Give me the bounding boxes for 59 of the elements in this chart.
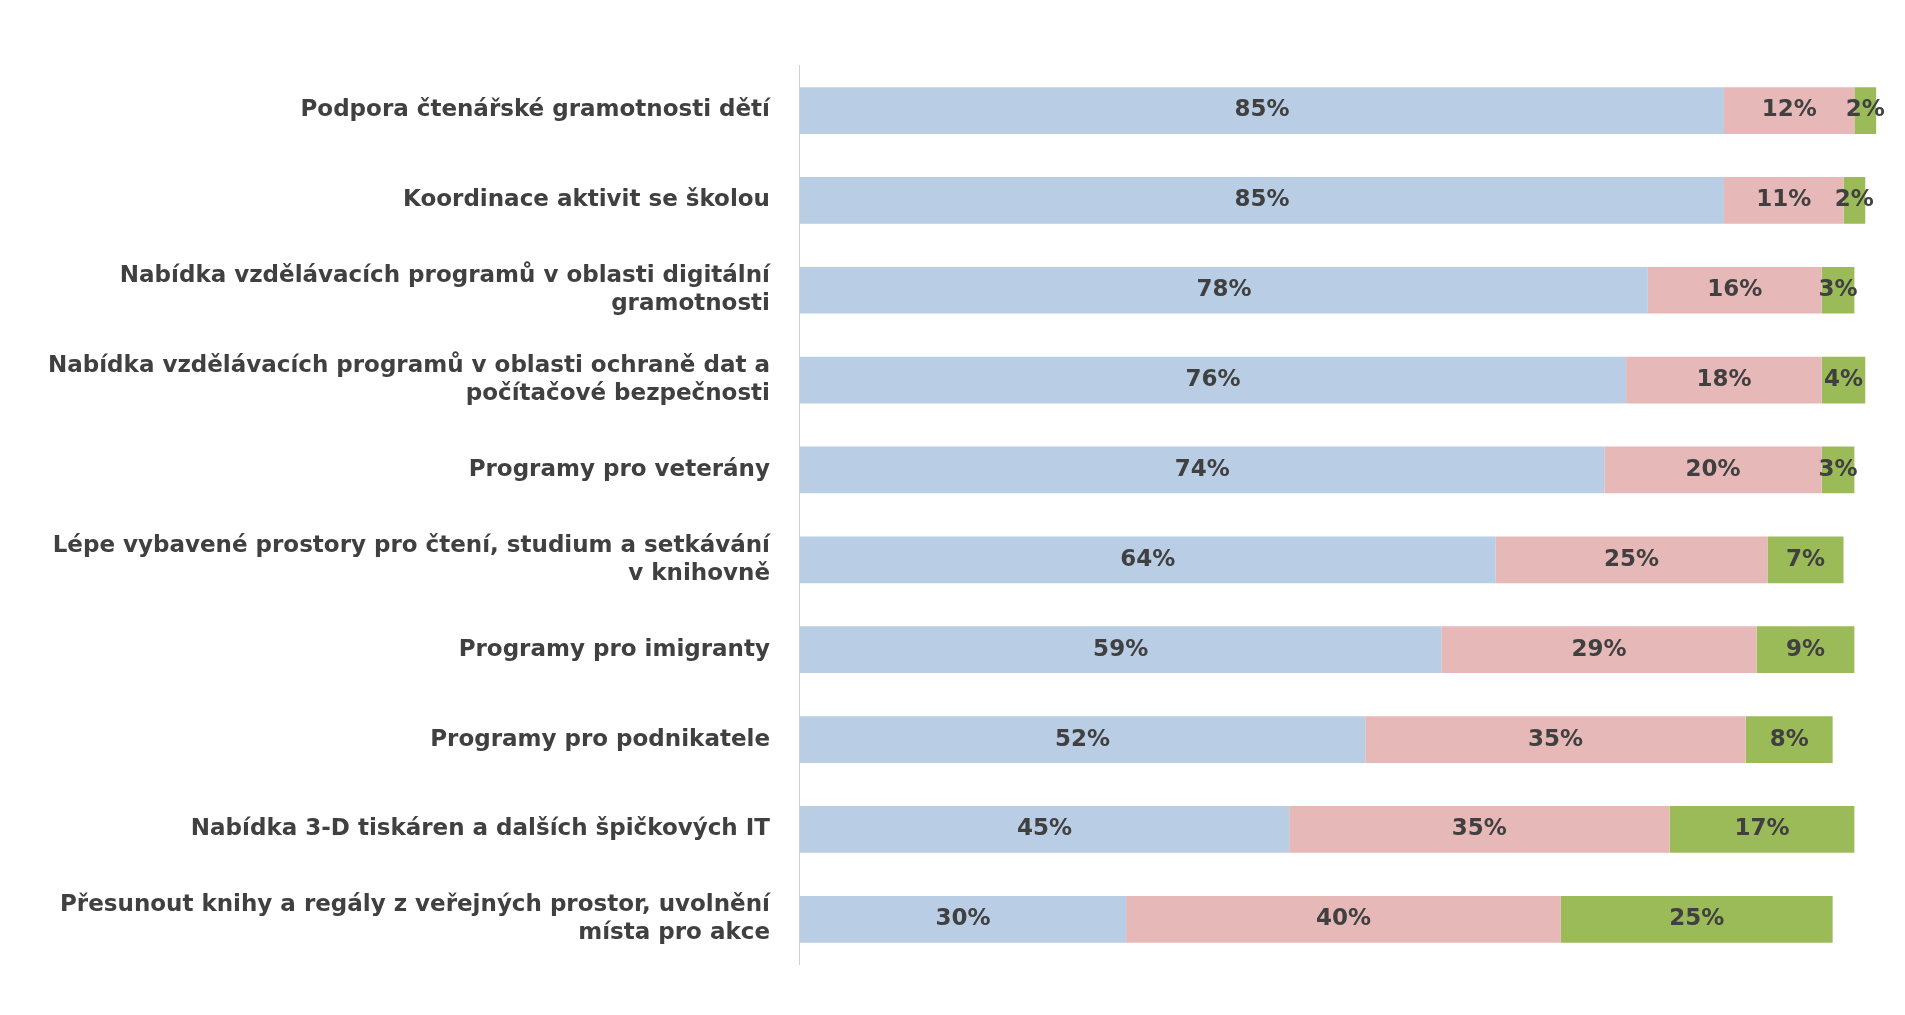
bar bbox=[1626, 356, 1822, 404]
bar bbox=[799, 177, 1724, 224]
y-tick-label: Koordinace aktivit se školou bbox=[403, 185, 770, 212]
y-tick-label: Přesunout knihy a regály z veřejných prostor, uvolnění místa pro akce bbox=[60, 890, 772, 945]
bar bbox=[799, 626, 1442, 674]
data-label: 85% bbox=[1234, 185, 1290, 212]
data-label: 29% bbox=[1571, 634, 1627, 661]
y-tick-label: Programy pro podnikatele bbox=[430, 724, 770, 751]
bar bbox=[1441, 626, 1757, 674]
data-label: 74% bbox=[1174, 454, 1230, 481]
data-label: 40% bbox=[1315, 904, 1372, 931]
bar bbox=[1560, 895, 1833, 943]
data-label: 85% bbox=[1234, 95, 1290, 122]
bar bbox=[799, 87, 1724, 134]
data-label: 16% bbox=[1707, 275, 1763, 302]
data-label: 25% bbox=[1604, 544, 1660, 571]
data-label: 17% bbox=[1734, 814, 1790, 841]
data-label: 7% bbox=[1785, 544, 1826, 571]
bar bbox=[799, 716, 1366, 763]
y-tick-label: Nabídka vzdělávacích programů v oblasti digitální gramotnosti bbox=[119, 261, 772, 316]
data-label: 9% bbox=[1785, 634, 1826, 661]
data-label: 25% bbox=[1669, 904, 1725, 931]
data-label: 11% bbox=[1756, 185, 1812, 212]
bar bbox=[1669, 806, 1855, 853]
bar bbox=[1495, 536, 1768, 584]
bar bbox=[1289, 806, 1670, 853]
y-tick-label: Programy pro imigranty bbox=[458, 634, 770, 661]
bar bbox=[1647, 266, 1822, 314]
data-label: 45% bbox=[1017, 814, 1073, 841]
bar bbox=[1745, 716, 1833, 763]
data-label: 12% bbox=[1761, 95, 1817, 122]
bar bbox=[799, 266, 1648, 314]
bar bbox=[1604, 446, 1822, 494]
data-label: 52% bbox=[1055, 724, 1111, 751]
data-label: 8% bbox=[1769, 724, 1809, 751]
bar bbox=[1365, 716, 1746, 763]
data-label: 35% bbox=[1451, 814, 1507, 841]
bar bbox=[799, 806, 1290, 853]
y-tick-label: Lépe vybavené prostory pro čtení, studium a setkávání v knihovně bbox=[52, 531, 772, 585]
y-tick-label: Podpora čtenářské gramotnosti dětí bbox=[300, 95, 772, 122]
data-label: 4% bbox=[1823, 365, 1864, 392]
y-tick-label: Nabídka vzdělávacích programů v oblasti ochraně dat a počítačové bezpečnosti bbox=[48, 351, 770, 405]
data-label: 35% bbox=[1527, 724, 1583, 751]
bar bbox=[1126, 895, 1561, 943]
bar bbox=[799, 895, 1127, 943]
data-label: 59% bbox=[1093, 634, 1149, 661]
data-label: 78% bbox=[1196, 275, 1252, 302]
y-tick-label: Nabídka 3-D tiskáren a dalších špičkových IT bbox=[190, 814, 771, 841]
bar bbox=[1767, 536, 1844, 584]
data-label: 64% bbox=[1120, 544, 1176, 571]
bar bbox=[1756, 626, 1855, 674]
bar bbox=[799, 356, 1627, 404]
bar bbox=[799, 536, 1496, 584]
y-tick-label: Programy pro veterány bbox=[468, 454, 770, 481]
data-label: 76% bbox=[1185, 365, 1241, 392]
data-label: 18% bbox=[1696, 365, 1752, 392]
data-label: 30% bbox=[935, 904, 991, 931]
bar bbox=[799, 446, 1605, 494]
data-label: 20% bbox=[1685, 454, 1741, 481]
